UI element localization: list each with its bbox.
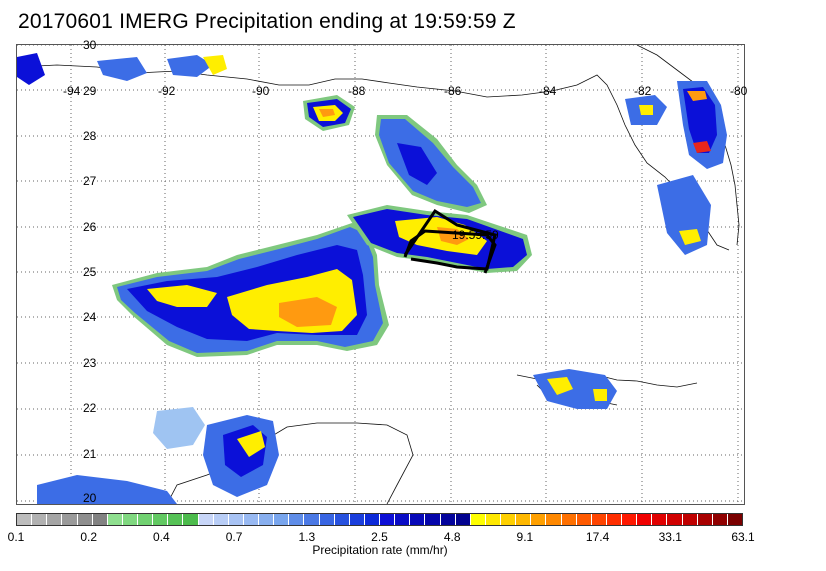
colorbar-tick-label: 0.2 <box>80 530 98 544</box>
colorbar-swatch <box>501 514 517 525</box>
colorbar-swatch <box>213 514 229 525</box>
lat-label: 21 <box>83 447 97 461</box>
colorbar-swatch <box>32 514 48 525</box>
lat-label: 24 <box>83 310 97 324</box>
colorbar-swatch <box>546 514 562 525</box>
colorbar-tick-label: 9.1 <box>516 530 534 544</box>
lat-label: 26 <box>83 220 97 234</box>
colorbar-swatch <box>183 514 199 525</box>
colorbar-tick-label: 4.8 <box>443 530 461 544</box>
lon-label: -90 <box>252 84 270 98</box>
colorbar-swatch <box>122 514 138 525</box>
colorbar-swatch <box>319 514 335 525</box>
colorbar-swatch <box>410 514 426 525</box>
storm-track-marker <box>403 208 497 274</box>
lon-label: -82 <box>634 84 652 98</box>
colorbar-swatch <box>697 514 713 525</box>
colorbar-swatch <box>576 514 592 525</box>
lon-label: -88 <box>348 84 366 98</box>
colorbar-swatch <box>561 514 577 525</box>
colorbar-swatch <box>591 514 607 525</box>
lon-label: -84 <box>539 84 557 98</box>
colorbar-swatch <box>107 514 123 525</box>
colorbar-tick-label: 63.1 <box>731 530 755 544</box>
colorbar-swatch <box>364 514 380 525</box>
lat-label: 28 <box>83 129 97 143</box>
colorbar-swatch <box>485 514 501 525</box>
colorbar-swatch <box>243 514 259 525</box>
colorbar-swatch <box>712 514 728 525</box>
colorbar-swatch <box>727 514 742 525</box>
storm-time-label: 19:59:59 <box>452 228 499 242</box>
colorbar <box>16 513 743 526</box>
lon-label: -86 <box>444 84 462 98</box>
colorbar-swatch <box>168 514 184 525</box>
colorbar-swatch <box>516 514 532 525</box>
colorbar-swatch <box>62 514 78 525</box>
colorbar-swatch <box>652 514 668 525</box>
lat-label: 30 <box>83 38 97 52</box>
colorbar-swatch <box>606 514 622 525</box>
colorbar-swatch <box>637 514 653 525</box>
colorbar-tick-label: 1.3 <box>298 530 316 544</box>
colorbar-swatch <box>531 514 547 525</box>
precip-areas <box>17 53 727 504</box>
colorbar-swatch <box>440 514 456 525</box>
colorbar-swatch <box>47 514 63 525</box>
lon-label: -80 <box>730 84 748 98</box>
lon-label: -94 <box>63 84 81 98</box>
colorbar-tick-label: 2.5 <box>371 530 388 544</box>
lon-label: -92 <box>158 84 176 98</box>
colorbar-swatch <box>198 514 214 525</box>
lat-label: 25 <box>83 265 97 279</box>
colorbar-swatch <box>455 514 471 525</box>
map-canvas <box>17 45 744 504</box>
colorbar-swatch <box>682 514 698 525</box>
colorbar-swatch <box>92 514 108 525</box>
colorbar-label: Precipitation rate (mm/hr) <box>312 543 448 557</box>
colorbar-swatch <box>228 514 244 525</box>
lat-label: 20 <box>83 491 97 505</box>
colorbar-swatch <box>667 514 683 525</box>
precipitation-map: 19:59:59 -94 -92 -90 -88 -86 -84 -82 -80… <box>16 39 748 505</box>
colorbar-tick-label: 0.7 <box>225 530 243 544</box>
colorbar-tick-label: 0.1 <box>7 530 25 544</box>
colorbar-swatch <box>622 514 638 525</box>
colorbar-swatch <box>425 514 441 525</box>
colorbar-tick-label: 0.4 <box>153 530 170 544</box>
lat-label: 29 <box>83 84 97 98</box>
colorbar-swatch <box>304 514 320 525</box>
colorbar-swatch <box>349 514 365 525</box>
colorbar-swatch <box>77 514 93 525</box>
colorbar-swatch <box>470 514 486 525</box>
colorbar-swatch <box>259 514 275 525</box>
colorbar-swatch <box>17 514 33 525</box>
lat-label: 23 <box>83 356 97 370</box>
map-title: 20170601 IMERG Precipitation ending at 1… <box>18 10 516 33</box>
lat-label: 22 <box>83 401 97 415</box>
lat-label: 27 <box>83 174 97 188</box>
colorbar-swatch <box>153 514 169 525</box>
colorbar-swatch <box>395 514 411 525</box>
colorbar-swatch <box>289 514 305 525</box>
colorbar-swatch <box>138 514 154 525</box>
colorbar-swatch <box>334 514 350 525</box>
colorbar-swatch <box>380 514 396 525</box>
colorbar-swatch <box>274 514 290 525</box>
colorbar-tick-label: 17.4 <box>585 530 610 544</box>
colorbar-tick-label: 33.1 <box>658 530 682 544</box>
